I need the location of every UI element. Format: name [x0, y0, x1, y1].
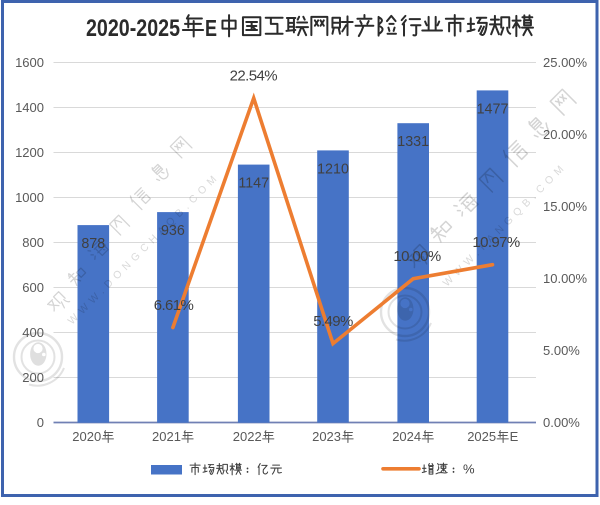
- svg-text:200: 200: [22, 370, 44, 385]
- svg-text:1210: 1210: [317, 161, 349, 177]
- svg-text:600: 600: [22, 280, 44, 295]
- svg-text:E: E: [205, 15, 217, 41]
- svg-text:10.00%: 10.00%: [393, 248, 441, 265]
- svg-text:22.54%: 22.54%: [230, 68, 278, 85]
- svg-text:5.00%: 5.00%: [543, 343, 580, 358]
- svg-text:10.97%: 10.97%: [472, 234, 520, 251]
- svg-text:2021: 2021: [152, 429, 181, 444]
- svg-text:1147: 1147: [238, 176, 269, 192]
- svg-text:400: 400: [22, 325, 44, 340]
- svg-text:2023: 2023: [312, 429, 341, 444]
- svg-text:5.49%: 5.49%: [313, 313, 353, 330]
- svg-text:6.61%: 6.61%: [154, 297, 194, 314]
- svg-text:15.00%: 15.00%: [543, 199, 588, 214]
- svg-text:1400: 1400: [15, 100, 44, 115]
- svg-text:800: 800: [22, 235, 44, 250]
- svg-text:%: %: [463, 462, 475, 477]
- svg-text:2022: 2022: [233, 429, 262, 444]
- svg-text:10.00%: 10.00%: [543, 271, 588, 286]
- svg-text:1331: 1331: [397, 134, 429, 150]
- svg-text:2020-2025: 2020-2025: [86, 15, 180, 42]
- svg-text:2025: 2025: [467, 429, 496, 444]
- svg-text:20.00%: 20.00%: [543, 127, 588, 142]
- svg-text:1477: 1477: [477, 101, 509, 117]
- svg-text:1600: 1600: [15, 55, 44, 70]
- svg-text:2024: 2024: [392, 429, 421, 444]
- svg-text:878: 878: [81, 236, 105, 252]
- svg-text:0: 0: [37, 415, 44, 430]
- svg-text:1000: 1000: [15, 190, 44, 205]
- svg-text:2020: 2020: [72, 429, 101, 444]
- svg-text:936: 936: [161, 223, 185, 239]
- svg-text:0.00%: 0.00%: [543, 415, 580, 430]
- svg-text:25.00%: 25.00%: [543, 55, 588, 70]
- svg-text:1200: 1200: [15, 145, 44, 160]
- svg-text:E: E: [510, 429, 519, 444]
